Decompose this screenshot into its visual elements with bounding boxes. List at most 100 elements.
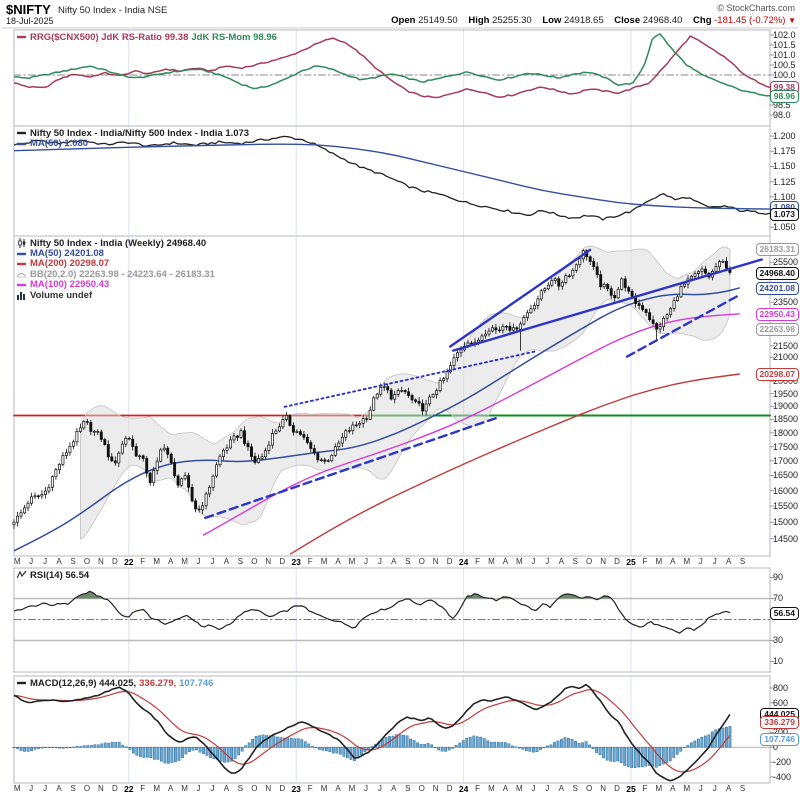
line-legend-icon	[17, 283, 26, 286]
rsi-overbought-fill	[465, 593, 492, 599]
y-tick-label: 19000	[773, 401, 799, 412]
macd-line	[13, 683, 731, 782]
month-label: M	[516, 784, 523, 793]
dashed-trendline-lower	[204, 415, 502, 520]
month-label: M	[153, 557, 161, 566]
month-label: F	[642, 784, 648, 793]
rsi-badge: 56.54	[769, 606, 799, 620]
month-label: A	[167, 784, 174, 793]
y-tick-label: 100.0	[773, 70, 796, 80]
stockcharts-credit: © StockCharts.com	[717, 3, 795, 13]
month-label: O	[586, 557, 593, 566]
chg-down-arrow-icon[interactable]: ▼	[788, 16, 796, 25]
y-tick-label: 1.100	[773, 191, 796, 202]
y-tick-label: -400	[773, 771, 792, 782]
ratio-line	[13, 135, 771, 221]
month-label: S	[572, 784, 578, 793]
ratio-ma50	[13, 143, 771, 210]
ticker-symbol: $NIFTY	[6, 2, 51, 17]
legend-item: MA(200) 20298.07	[17, 258, 215, 269]
bb-upper-badge: 26183.31	[755, 243, 799, 257]
month-label: J	[363, 784, 368, 793]
month-label: O	[251, 784, 258, 793]
month-label: 22	[124, 784, 134, 794]
legend-item: RSI(14) 56.54	[17, 570, 89, 581]
panel-macd	[13, 675, 771, 784]
y-tick-label: 100.5	[773, 60, 796, 70]
legend-text: MA(100) 22950.43	[30, 279, 110, 291]
rsi-line	[13, 590, 731, 634]
month-label: F	[140, 784, 146, 793]
y-tick-label: 800	[773, 683, 789, 693]
legend-item: BB(20,2.0) 22263.98 - 24223.64 - 26183.3…	[17, 269, 215, 280]
y-tick-label: 1.175	[773, 146, 796, 157]
high-label: High	[468, 15, 490, 26]
month-label: D	[614, 784, 620, 793]
month-label: J	[531, 784, 536, 793]
month-label: N	[432, 784, 439, 793]
month-label: A	[502, 784, 509, 793]
ma200-badge: 20298.07	[755, 367, 799, 381]
month-label: D	[111, 784, 118, 793]
month-label: S	[405, 784, 411, 793]
month-label: S	[405, 557, 411, 566]
y-tick-label: 21500	[773, 340, 799, 351]
month-label: A	[335, 557, 341, 566]
y-tick-label: 600	[773, 697, 789, 708]
y-tick-label: 1.125	[773, 176, 796, 187]
wedge-lower-trendline	[452, 258, 763, 352]
month-label: J	[29, 784, 34, 793]
y-tick-label: -200	[773, 757, 792, 768]
legend-item: MA(50) 1.080	[17, 138, 249, 149]
month-label: N	[98, 557, 104, 566]
open-label: Open	[391, 15, 416, 26]
month-label: S	[572, 557, 578, 566]
y-tick-label: 25500	[773, 257, 799, 268]
month-label: O	[418, 557, 425, 566]
month-label: O	[586, 784, 593, 793]
open-value: 25149.50	[418, 15, 458, 26]
legend-item: Nifty 50 Index - India/Nifty 500 Index -…	[17, 128, 249, 139]
low-label: Low	[542, 15, 562, 26]
y-tick-label: 18500	[773, 414, 799, 425]
y-tick-label: 23500	[773, 297, 799, 308]
rsi-overbought-fill	[600, 595, 612, 599]
month-label: A	[167, 557, 174, 566]
month-label: N	[432, 557, 439, 566]
line-legend-icon	[17, 142, 26, 145]
month-label: 24	[458, 557, 469, 567]
chart-date: 18-Jul-2025	[6, 16, 54, 26]
line-legend-icon	[17, 681, 26, 685]
legend-item: Nifty 50 Index - India (Weekly) 24968.40	[17, 237, 215, 249]
y-tick-label: 19500	[773, 388, 799, 399]
month-label: A	[223, 784, 230, 793]
month-label: M	[348, 784, 356, 793]
candlesticks	[12, 249, 732, 530]
close-label: Close	[614, 15, 641, 26]
jdk-rs-ratio	[13, 35, 771, 99]
month-label: J	[377, 784, 382, 793]
month-label: J	[545, 557, 550, 566]
month-label: O	[418, 784, 425, 793]
line-legend-icon	[17, 262, 26, 266]
ma200-line	[289, 373, 740, 555]
month-label: F	[642, 557, 648, 566]
low-value: 24918.65	[563, 15, 604, 26]
ma50-badge: 24201.08	[755, 281, 799, 295]
y-tick-label: 1.200	[773, 131, 796, 142]
month-label: A	[391, 784, 397, 793]
month-label: A	[502, 557, 509, 566]
month-label: F	[140, 557, 146, 566]
month-label: O	[83, 784, 91, 793]
month-label: J	[712, 557, 717, 566]
legend-macd: MACD(12,26,9) 444.025, 336.279, 107.746	[17, 678, 213, 689]
month-label: F	[475, 784, 480, 793]
close-badge: 24968.40	[755, 266, 799, 280]
month-label: J	[377, 557, 382, 566]
y-tick-label: 10	[773, 656, 784, 667]
legend-text: Volume undef	[30, 289, 93, 301]
hist-badge: 107.746	[760, 733, 799, 747]
month-label: J	[531, 557, 536, 566]
rsi-legend-icon	[17, 570, 27, 579]
